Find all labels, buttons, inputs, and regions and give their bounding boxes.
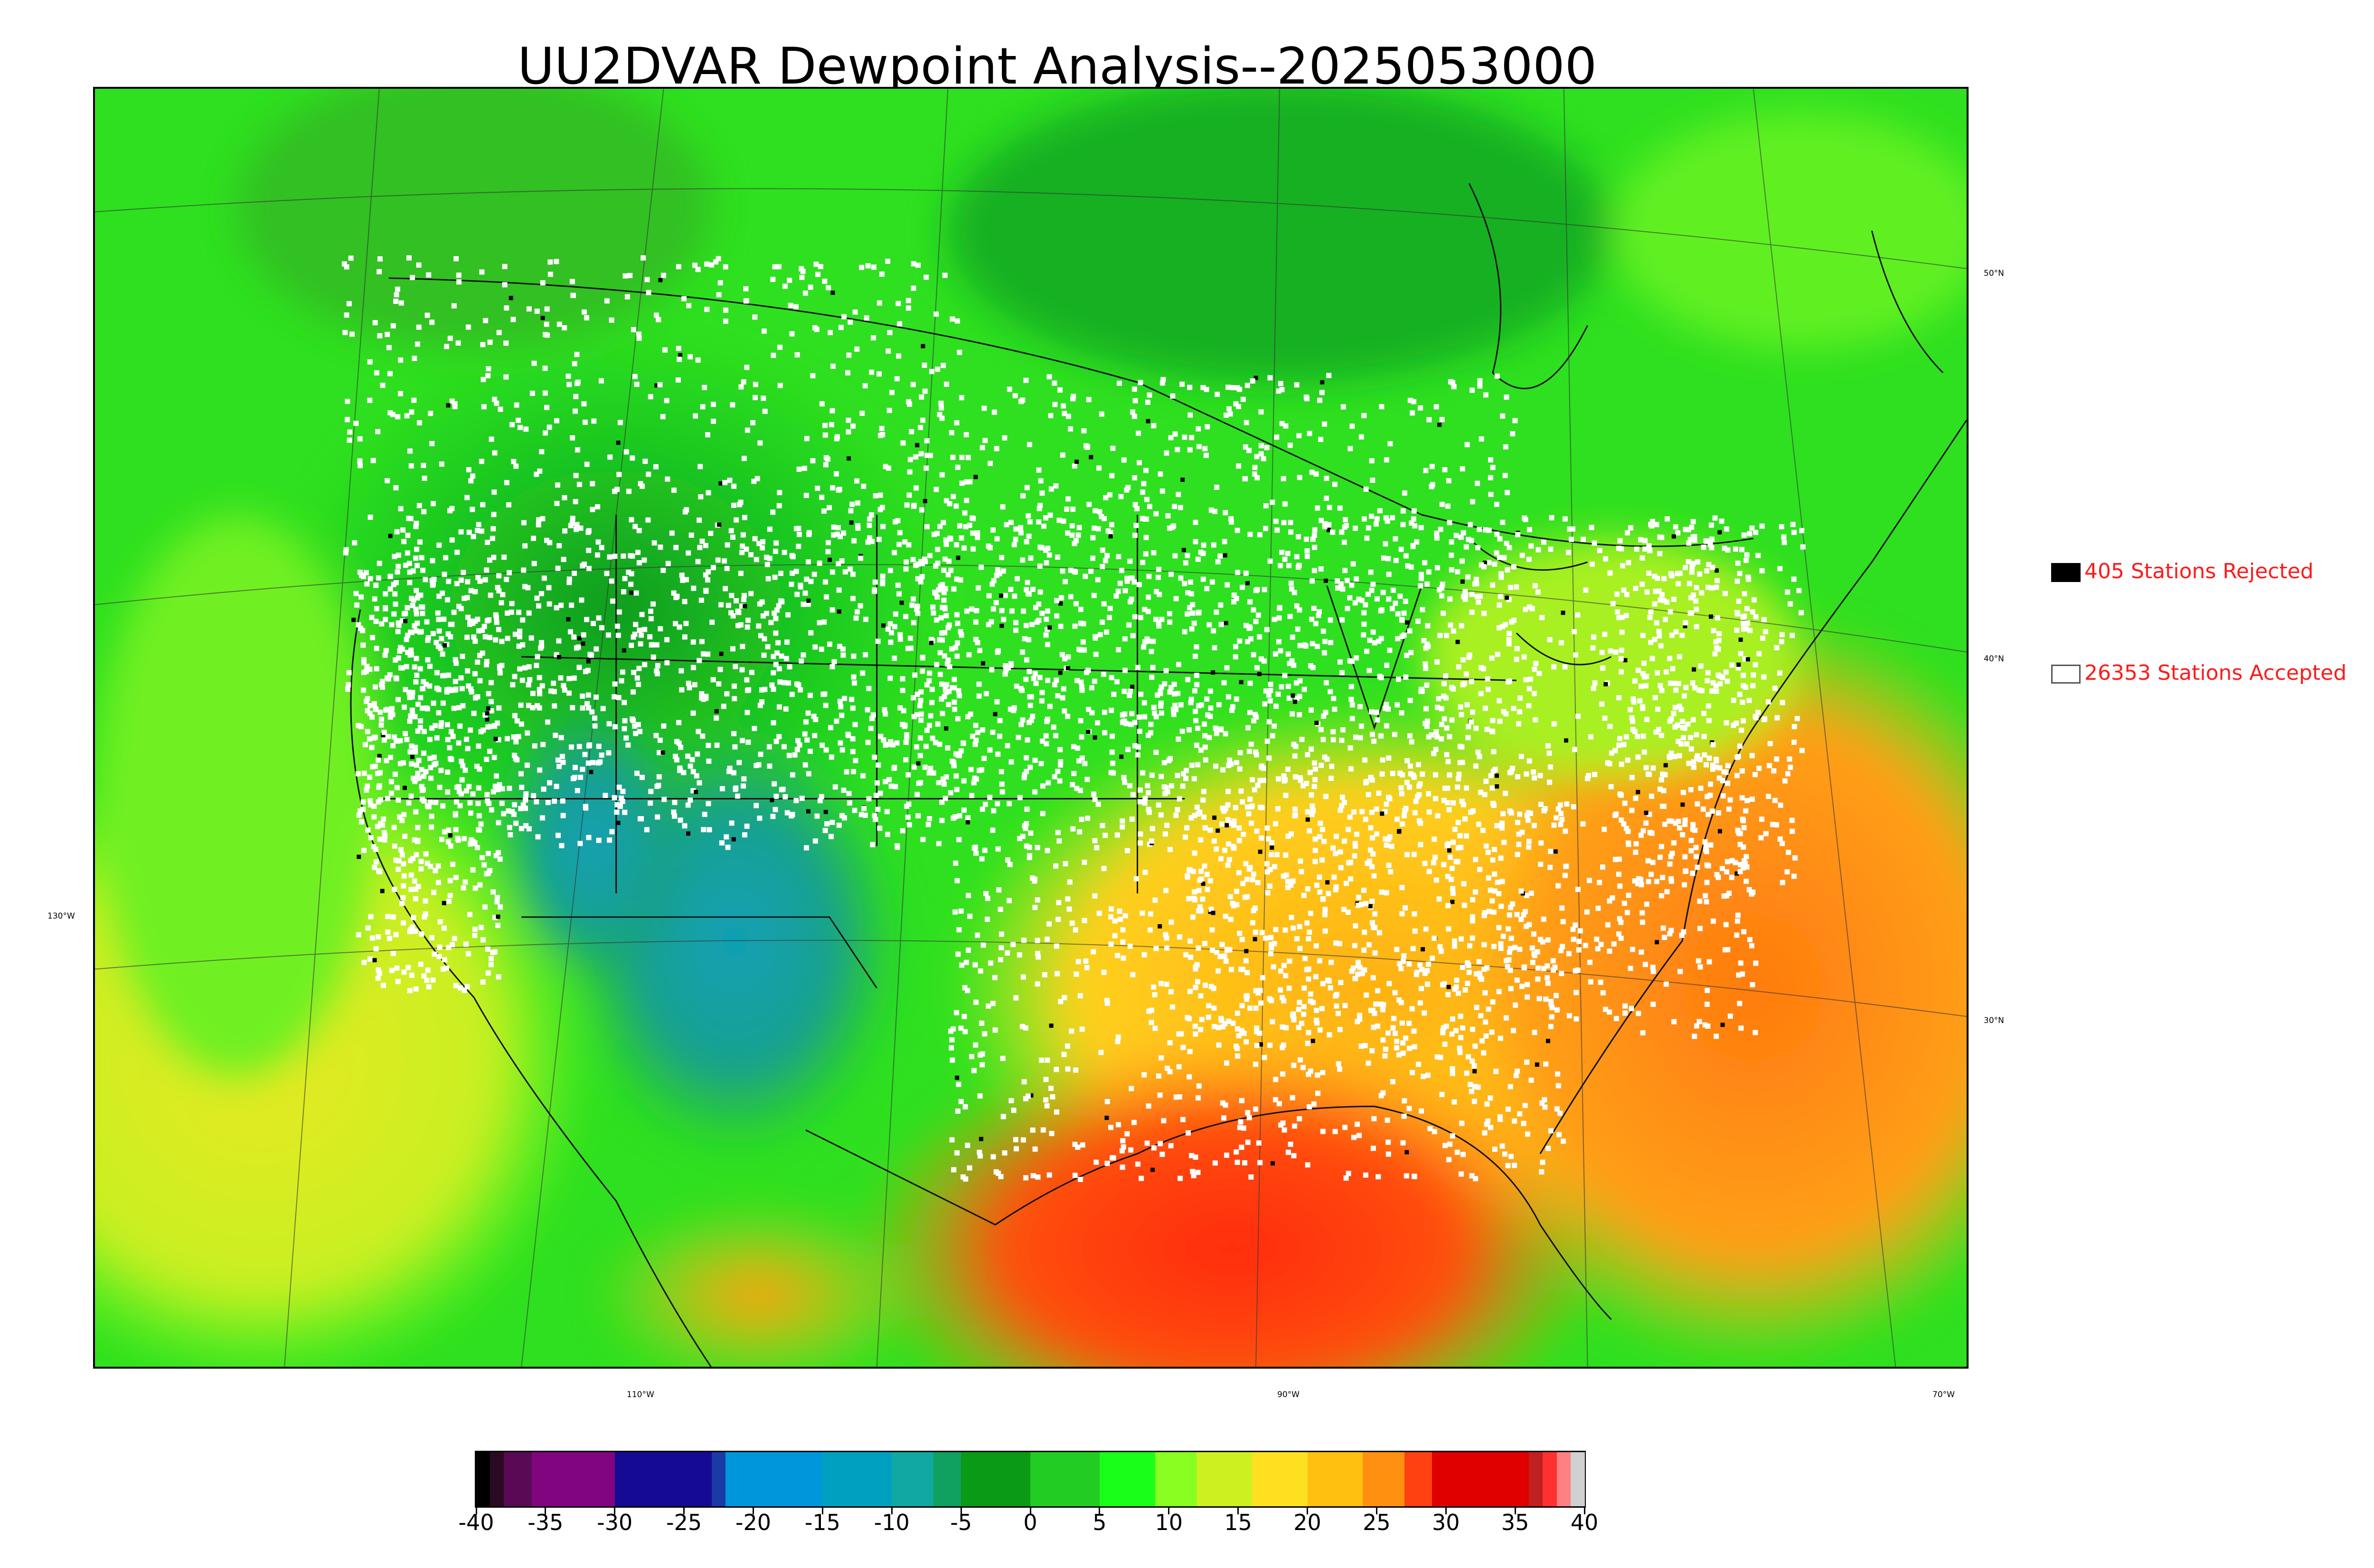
accepted-label: 26353 Stations Accepted [2084, 661, 2347, 685]
colorbar-segment [1432, 1452, 1530, 1506]
colorbar-tick-label: 30 [1432, 1510, 1460, 1535]
colorbar-tick [1445, 1508, 1447, 1514]
colorbar-tick [1237, 1508, 1239, 1514]
colorbar-tick-label: -5 [950, 1510, 972, 1535]
colorbar-segment [1363, 1452, 1405, 1506]
colorbar-segment [1404, 1452, 1433, 1506]
colorbar-tick-label: -35 [528, 1510, 564, 1535]
map-title: UU2DVAR Dewpoint Analysis--2025053000 [518, 37, 1597, 95]
lat-label-50n: 50°N [1984, 269, 2004, 278]
station-markers [341, 255, 1806, 1182]
colorbar-segment [1570, 1452, 1585, 1506]
lat-label-30n: 30°N [1984, 1016, 2004, 1025]
colorbar-tick [960, 1508, 962, 1514]
colorbar-segment [476, 1452, 491, 1506]
colorbar-tick [1375, 1508, 1377, 1514]
colorbar-tick [614, 1508, 616, 1514]
colorbar-tick [545, 1508, 546, 1514]
colorbar-segment [1099, 1452, 1156, 1506]
colorbar-tick [1029, 1508, 1031, 1514]
lon-label-90w: 90°W [1277, 1390, 1300, 1399]
colorbar-tick [821, 1508, 823, 1514]
dewpoint-map [93, 87, 1969, 1369]
colorbar-segment [1155, 1452, 1197, 1506]
colorbar-tick [683, 1508, 685, 1514]
colorbar-tick [891, 1508, 893, 1514]
colorbar-segment [961, 1452, 1031, 1506]
colorbar-segment [1196, 1452, 1253, 1506]
colorbar-segment [711, 1452, 726, 1506]
colorbar-tick-label: -20 [735, 1510, 772, 1535]
colorbar-segment [822, 1452, 893, 1506]
colorbar-tick [475, 1508, 477, 1514]
colorbar-tick-label: 20 [1293, 1510, 1321, 1535]
colorbar-tick [1583, 1508, 1585, 1514]
colorbar-tick-label: 40 [1570, 1510, 1599, 1535]
colorbar-tick-label: -10 [874, 1510, 910, 1535]
colorbar-segment [1529, 1452, 1544, 1506]
lat-label-40n: 40°N [1984, 654, 2004, 664]
colorbar-segment [1556, 1452, 1571, 1506]
colorbar [475, 1451, 1586, 1508]
colorbar-tick [1307, 1508, 1308, 1514]
lon-label-70w: 70°W [1932, 1390, 1955, 1399]
colorbar-segment [933, 1452, 962, 1506]
colorbar-segment [725, 1452, 823, 1506]
colorbar-tick-label: -25 [666, 1510, 702, 1535]
colorbar-segment [1030, 1452, 1100, 1506]
colorbar-tick [1514, 1508, 1516, 1514]
dewpoint-map-svg [95, 89, 1967, 1367]
colorbar-segment [1307, 1452, 1364, 1506]
colorbar-tick [753, 1508, 754, 1514]
lon-label-130w: 130°W [47, 911, 75, 921]
colorbar-tick-label: 10 [1155, 1510, 1183, 1535]
colorbar-tick-label: -40 [458, 1510, 494, 1535]
colorbar-tick [1099, 1508, 1101, 1514]
colorbar-segment [892, 1452, 934, 1506]
colorbar-segment [1543, 1452, 1557, 1506]
colorbar-tick-label: 35 [1501, 1510, 1529, 1535]
colorbar-segment [504, 1452, 532, 1506]
colorbar-segment [614, 1452, 712, 1506]
colorbar-tick-label: -30 [597, 1510, 633, 1535]
colorbar-segment [490, 1452, 505, 1506]
colorbar-tick-label: 15 [1224, 1510, 1252, 1535]
rejected-swatch [2051, 563, 2081, 582]
colorbar-tick-label: -15 [804, 1510, 840, 1535]
accepted-swatch [2051, 665, 2081, 684]
lon-label-110w: 110°W [627, 1390, 654, 1399]
colorbar-tick-label: 25 [1363, 1510, 1391, 1535]
colorbar-tick-label: 0 [1023, 1510, 1037, 1535]
colorbar-tick [1168, 1508, 1170, 1514]
rejected-label: 405 Stations Rejected [2084, 559, 2314, 583]
colorbar-segment [531, 1452, 615, 1506]
colorbar-segment [1252, 1452, 1308, 1506]
colorbar-tick-label: 5 [1093, 1510, 1107, 1535]
